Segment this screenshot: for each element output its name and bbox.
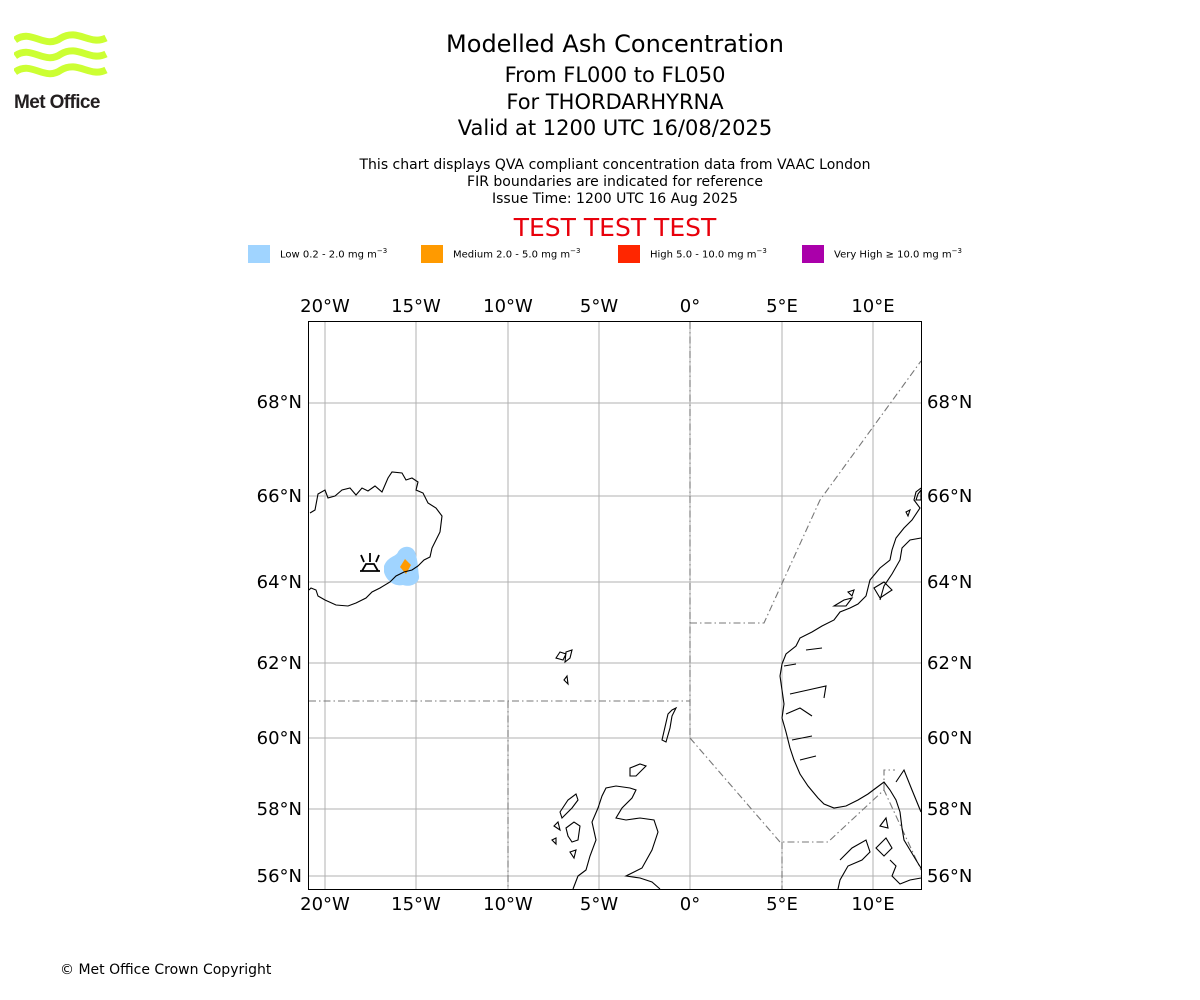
legend-swatch-high bbox=[618, 245, 640, 263]
hebrides bbox=[551, 793, 581, 860]
lon-tick-top: 15°W bbox=[391, 296, 441, 317]
lat-tick-right: 66°N bbox=[927, 486, 972, 507]
lon-tick-top: 5°W bbox=[580, 296, 618, 317]
lat-tick-left: 68°N bbox=[257, 392, 302, 413]
legend-item-very-high: Very High ≥ 10.0 mg m−3 bbox=[802, 244, 962, 264]
legend-label-very-high: Very High ≥ 10.0 mg m bbox=[834, 249, 952, 261]
legend-item-low: Low 0.2 - 2.0 mg m−3 bbox=[248, 244, 387, 264]
lon-tick-top: 20°W bbox=[300, 296, 350, 317]
legend-swatch-very-high bbox=[802, 245, 824, 263]
issue-time: Issue Time: 1200 UTC 16 Aug 2025 bbox=[491, 191, 739, 207]
lat-tick-left: 58°N bbox=[257, 799, 302, 820]
lon-tick-bottom: 10°W bbox=[483, 894, 533, 915]
lon-ticks-bottom: 20°W 15°W 10°W 5°W 0° 5°E 10°E bbox=[300, 894, 894, 915]
logo-text: Met Office bbox=[14, 92, 100, 113]
lat-tick-right: 58°N bbox=[927, 799, 972, 820]
chart-title: Modelled Ash Concentration bbox=[446, 30, 784, 58]
faroe-islands bbox=[555, 649, 573, 686]
legend-swatch-low bbox=[248, 245, 270, 263]
fir-boundaries bbox=[309, 322, 922, 889]
lon-tick-bottom: 5°W bbox=[580, 894, 618, 915]
sweden-denmark-coast bbox=[837, 768, 922, 890]
lat-tick-left: 56°N bbox=[257, 866, 302, 887]
lat-tick-left: 66°N bbox=[257, 486, 302, 507]
lon-ticks-top: 20°W 15°W 10°W 5°W 0° 5°E 10°E bbox=[300, 296, 894, 317]
lon-tick-top: 0° bbox=[680, 296, 700, 317]
lon-tick-bottom: 10°E bbox=[851, 894, 894, 915]
fir-note: FIR boundaries are indicated for referen… bbox=[467, 174, 763, 190]
lat-tick-left: 60°N bbox=[257, 728, 302, 749]
ash-concentration bbox=[384, 546, 420, 586]
scotland-coast bbox=[572, 785, 661, 890]
lat-tick-right: 64°N bbox=[927, 572, 972, 593]
test-banner: TEST TEST TEST bbox=[513, 213, 717, 242]
legend-label-high: High 5.0 - 10.0 mg m bbox=[650, 249, 757, 261]
flight-level-range: From FL000 to FL050 bbox=[504, 63, 726, 87]
lat-tick-right: 68°N bbox=[927, 392, 972, 413]
orkney bbox=[629, 763, 648, 777]
lon-tick-top: 10°W bbox=[483, 296, 533, 317]
legend-swatch-medium bbox=[421, 245, 443, 263]
lat-tick-left: 62°N bbox=[257, 653, 302, 674]
lat-ticks-right: 68°N 66°N 64°N 62°N 60°N 58°N 56°N bbox=[927, 392, 972, 887]
map-frame bbox=[308, 321, 922, 890]
lat-ticks-left: 68°N 66°N 64°N 62°N 60°N 58°N 56°N bbox=[257, 392, 302, 887]
met-office-logo: Met Office bbox=[12, 30, 108, 113]
valid-time: Valid at 1200 UTC 16/08/2025 bbox=[457, 116, 773, 140]
lat-tick-left: 64°N bbox=[257, 572, 302, 593]
norway-coast bbox=[779, 487, 922, 869]
lat-tick-right: 60°N bbox=[927, 728, 972, 749]
lon-tick-bottom: 0° bbox=[680, 894, 700, 915]
copyright-notice: © Met Office Crown Copyright bbox=[60, 962, 272, 978]
lon-tick-bottom: 15°W bbox=[391, 894, 441, 915]
legend-label-low: Low 0.2 - 2.0 mg m bbox=[280, 249, 377, 261]
legend-label-medium: Medium 2.0 - 5.0 mg m bbox=[453, 249, 571, 261]
met-office-waves-icon bbox=[12, 31, 108, 78]
lat-tick-right: 56°N bbox=[927, 866, 972, 887]
coastlines bbox=[308, 471, 922, 890]
lat-tick-right: 62°N bbox=[927, 653, 972, 674]
lon-tick-top: 10°E bbox=[851, 296, 894, 317]
small-islands bbox=[905, 488, 922, 518]
ash-area-medium bbox=[400, 559, 411, 574]
volcano-name: For THORDARHYRNA bbox=[506, 90, 724, 114]
qva-note: This chart displays QVA compliant concen… bbox=[359, 157, 871, 173]
greenland-edge bbox=[879, 537, 922, 601]
graticule bbox=[309, 322, 921, 889]
norway-islands bbox=[832, 581, 893, 607]
volcano-icon bbox=[360, 553, 380, 572]
iceland-coast bbox=[308, 471, 443, 607]
lon-tick-bottom: 5°E bbox=[766, 894, 798, 915]
shetland bbox=[661, 706, 678, 743]
legend-item-medium: Medium 2.0 - 5.0 mg m−3 bbox=[421, 244, 580, 264]
lon-tick-top: 5°E bbox=[766, 296, 798, 317]
norway-fjords bbox=[783, 647, 827, 761]
legend-item-high: High 5.0 - 10.0 mg m−3 bbox=[618, 244, 767, 264]
lon-tick-bottom: 20°W bbox=[300, 894, 350, 915]
